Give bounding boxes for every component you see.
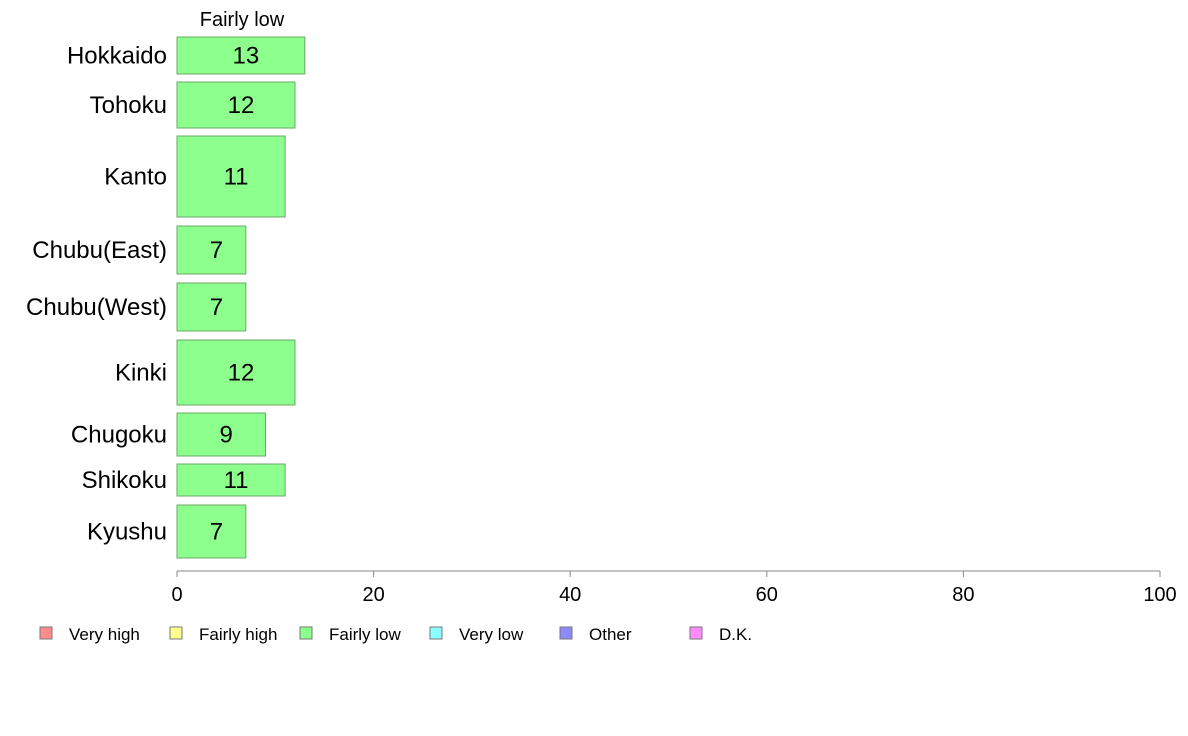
legend-swatch <box>559 626 573 640</box>
legend-label: Very high <box>69 625 140 644</box>
category-label: Chubu(East) <box>32 237 167 264</box>
legend-label: Fairly high <box>199 625 277 644</box>
bar <box>176 81 296 129</box>
bar <box>176 504 247 559</box>
legend-swatch <box>169 626 183 640</box>
bar <box>176 225 247 275</box>
legend-swatch <box>689 626 703 640</box>
category-label: Chugoku <box>71 422 167 449</box>
category-label: Shikoku <box>82 467 167 494</box>
legend-label: D.K. <box>719 625 752 644</box>
bars-group: Hokkaido 13 Tohoku 12 Kanto 11 Chubu(East) 7 Chu… <box>26 36 306 559</box>
bar-value-label: 12 <box>228 92 255 119</box>
bar-value-label: 7 <box>210 294 223 321</box>
bar-value-label: 9 <box>220 422 233 449</box>
bar-value-label: 12 <box>228 360 255 387</box>
x-axis: 0 20 40 60 80 100 <box>171 570 1177 606</box>
bar-value-label: 11 <box>224 467 249 494</box>
bar <box>176 412 266 457</box>
bar-value-label: 11 <box>224 164 249 191</box>
category-label: Kyushu <box>87 519 167 546</box>
bar <box>176 463 286 497</box>
legend-label: Very low <box>459 625 524 644</box>
legend-label: Fairly low <box>329 625 402 644</box>
x-tick-label: 60 <box>756 584 778 606</box>
bar-value-label: 7 <box>210 519 223 546</box>
bar <box>176 282 247 332</box>
bar <box>176 339 296 406</box>
legend-swatch <box>39 626 53 640</box>
x-tick-label: 80 <box>952 584 974 606</box>
x-tick-label: 100 <box>1143 584 1176 606</box>
legend-label: Other <box>589 625 632 644</box>
category-label: Kinki <box>115 360 167 387</box>
bar-value-label: 7 <box>210 237 223 264</box>
panel-title: Fairly low <box>200 9 285 31</box>
bar <box>176 135 286 218</box>
bar <box>176 36 306 75</box>
category-label: Kanto <box>104 164 167 191</box>
bar-value-label: 13 <box>233 43 260 70</box>
category-label: Hokkaido <box>67 43 167 70</box>
legend-swatch <box>429 626 443 640</box>
legend: Very high Fairly high Fairly low Very low Ot… <box>39 625 752 644</box>
category-label: Tohoku <box>90 92 167 119</box>
category-label: Chubu(West) <box>26 294 167 321</box>
x-tick-label: 0 <box>171 584 182 606</box>
x-tick-label: 20 <box>362 584 384 606</box>
x-tick-label: 40 <box>559 584 581 606</box>
legend-swatch <box>299 626 313 640</box>
